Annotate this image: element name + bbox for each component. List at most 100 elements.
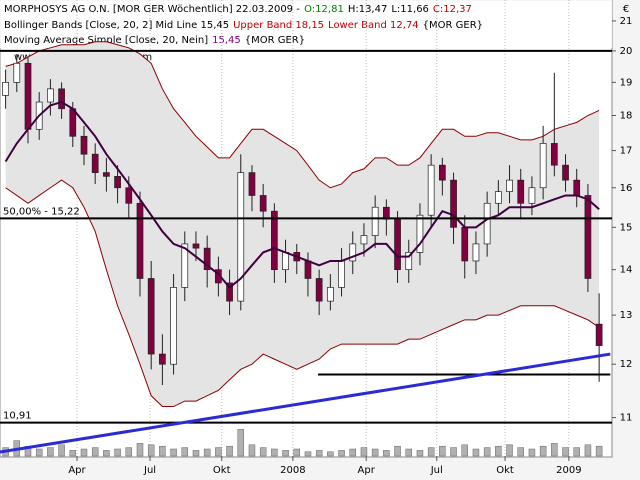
volume-bar [315, 450, 323, 457]
header-part: MORPHOSYS AG O.N. [MOR GER Wöchentlich] … [4, 4, 300, 15]
candle-body [483, 202, 491, 245]
legend-part: {MOR GER} [245, 35, 305, 46]
volume-bar [80, 448, 88, 457]
header-part: C:12,37 [433, 4, 472, 15]
legend-part: Bollinger Bands [Close, 20, 2] Mid Line … [4, 20, 229, 31]
candle-body [47, 88, 54, 103]
mid-line [4, 100, 600, 289]
volume-bar [539, 445, 547, 457]
candle-body [248, 172, 256, 196]
candle-body [13, 62, 21, 83]
volume-bar [472, 448, 480, 457]
y-tick-label: 18 [620, 111, 633, 122]
candle-body [472, 243, 480, 262]
legend-entry: Moving Average Simple [Close, 20, Nein] 1… [4, 35, 305, 46]
volume-bar [282, 450, 289, 457]
y-tick-label: 20 [620, 46, 633, 57]
candle-body [349, 243, 357, 262]
candle-body [304, 260, 312, 279]
volume-bar [103, 450, 110, 457]
x-tick-label: Okt [496, 465, 514, 476]
legend-part: Upper Band 18,15 [233, 20, 324, 31]
volume-bar [170, 448, 177, 457]
band-upper [5, 41, 600, 189]
y-tick-label: 14 [620, 265, 633, 276]
candle-body [259, 195, 267, 212]
x-tick-label: Okt [213, 465, 231, 476]
candle-body [226, 282, 233, 302]
candle-body [371, 206, 379, 236]
volume-bar [215, 447, 222, 457]
volume-bar [551, 443, 558, 457]
volume-bar [360, 447, 368, 457]
header-bg [0, 0, 612, 48]
x-tick-label: 2009 [556, 465, 581, 476]
volume-bar [528, 448, 536, 457]
band-lower [5, 179, 600, 408]
candle-body [427, 164, 435, 216]
candle-body [69, 108, 77, 137]
candle-body [147, 278, 155, 355]
candle-body [2, 81, 9, 96]
candle-body [461, 226, 469, 262]
candle-body [181, 243, 189, 288]
x-tick-label: Apr [358, 465, 376, 476]
volume-bar [69, 450, 77, 457]
volume-bar [293, 448, 301, 457]
header-text: MORPHOSYS AG O.N. [MOR GER Wöchentlich] … [4, 4, 472, 15]
volume-bar [349, 448, 357, 457]
volume-bar [483, 447, 491, 457]
volume-bar [125, 447, 133, 457]
candle-body [584, 195, 592, 279]
y-tick-label: 17 [620, 146, 633, 157]
volume-bar [47, 447, 54, 457]
volume-bar [338, 450, 345, 457]
trendline [0, 352, 611, 454]
candle-body [282, 252, 289, 271]
y-tick-label: 13 [620, 310, 633, 321]
candle-body [338, 260, 345, 288]
x-tick-label: Apr [68, 465, 86, 476]
candle-body [494, 191, 502, 204]
y-tick-label: 12 [620, 359, 633, 370]
candle-body [114, 176, 121, 189]
candle-body [450, 179, 457, 228]
candle-body [159, 353, 166, 365]
volume-bar [495, 445, 502, 457]
volume-bar [181, 447, 189, 457]
candle-body [327, 287, 334, 302]
volume-bar [450, 447, 457, 457]
legend-part: {MOR GER} [423, 20, 483, 31]
volume-bar [371, 448, 379, 457]
x-tick-label: Jul [430, 465, 443, 476]
legend-part: Lower Band 12,74 [328, 20, 419, 31]
volume-bar [248, 444, 256, 457]
legend-part: Moving Average Simple [Close, 20, Nein] [4, 35, 208, 46]
candle-body [438, 164, 446, 181]
x-tick-label: Jul [143, 465, 156, 476]
volume-bar [461, 444, 468, 457]
volume-bar [147, 444, 155, 457]
volume-bar [439, 445, 446, 457]
candle-body [271, 210, 278, 271]
candle-body [528, 187, 536, 204]
volume-bar [237, 429, 245, 457]
volume-bar [584, 444, 592, 457]
candle-body [58, 88, 65, 110]
volume-bar [573, 447, 580, 457]
volume-bar [114, 448, 121, 457]
legend-part: 15,45 [212, 35, 241, 46]
header-part: O:12,81 [304, 4, 344, 15]
candle-body [416, 214, 424, 253]
candle-body [405, 252, 413, 271]
volume-bar [259, 447, 267, 457]
candle-body [315, 278, 323, 302]
candle-body [506, 179, 513, 192]
y-tick-label: 16 [620, 183, 633, 194]
volume-bar [405, 448, 412, 457]
currency: € [623, 4, 629, 15]
volume-bar [517, 447, 524, 457]
candle-body [24, 62, 32, 130]
candle-body [595, 323, 603, 346]
